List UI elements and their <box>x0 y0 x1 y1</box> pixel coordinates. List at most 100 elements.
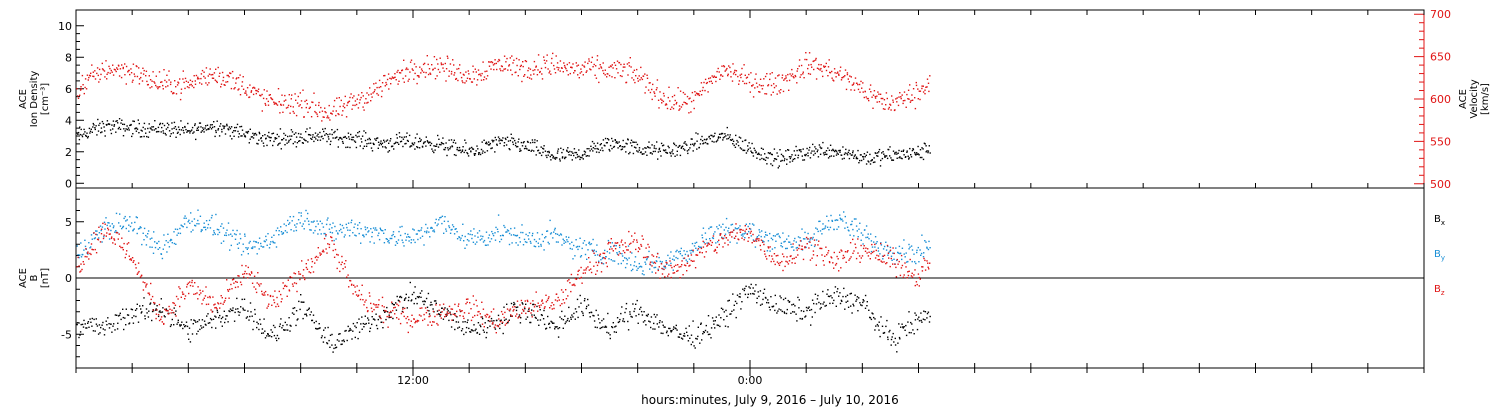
velocity-point <box>782 77 783 78</box>
bx-series-point <box>851 312 852 313</box>
ion-density-point <box>275 138 276 139</box>
bx-series-point <box>587 299 588 300</box>
ion-density-point <box>93 123 94 124</box>
velocity-point <box>270 94 271 95</box>
bx-series-point <box>748 294 749 295</box>
ion-density-point <box>409 135 410 136</box>
bz-series-point <box>268 304 269 305</box>
bx-series-point <box>748 286 749 287</box>
by-series-point <box>261 246 262 247</box>
ion-density-point <box>639 147 640 148</box>
bz-series-point <box>587 266 588 267</box>
bx-series-point <box>717 324 718 325</box>
bx-series-point <box>709 334 710 335</box>
ion-density-point <box>846 153 847 154</box>
velocity-point <box>647 78 648 79</box>
by-series-point <box>692 251 693 252</box>
bz-series-point <box>311 266 312 267</box>
ion-density-point <box>286 143 287 144</box>
ion-density-point <box>489 144 490 145</box>
bz-series-point <box>477 315 478 316</box>
density-label-line: ACE <box>18 89 29 109</box>
legend-by: By <box>1434 249 1445 262</box>
velocity-point <box>641 77 642 78</box>
bx-series-point <box>877 324 878 325</box>
by-series-point <box>521 224 522 225</box>
velocity-point <box>159 71 160 72</box>
velocity-point <box>785 75 786 76</box>
bx-series-point <box>368 319 369 320</box>
by-series-point <box>344 234 345 235</box>
by-series-point <box>508 230 509 231</box>
bx-series-point <box>116 315 117 316</box>
bz-series-point <box>498 326 499 327</box>
bx-series-point <box>914 333 915 334</box>
by-series-point <box>594 250 595 251</box>
ion-density-point <box>561 152 562 153</box>
ion-density-point <box>531 150 532 151</box>
ion-density-point <box>231 138 232 139</box>
bz-series-point <box>441 317 442 318</box>
bz-series-point <box>459 309 460 310</box>
by-series-point <box>556 241 557 242</box>
velocity-point <box>819 69 820 70</box>
velocity-point <box>728 65 729 66</box>
bx-series-point <box>289 330 290 331</box>
bz-series-point <box>583 269 584 270</box>
by-series-point <box>563 243 564 244</box>
bx-series-point <box>225 318 226 319</box>
ion-density-point <box>330 144 331 145</box>
ion-density-point <box>552 157 553 158</box>
bx-series-point <box>594 320 595 321</box>
ion-density-point <box>645 148 646 149</box>
velocity-point <box>174 80 175 81</box>
velocity-point <box>168 79 169 80</box>
bz-series-point <box>350 280 351 281</box>
by-series-point <box>689 258 690 259</box>
bx-series-point <box>645 324 646 325</box>
velocity-point <box>295 100 296 101</box>
by-series-point <box>757 236 758 237</box>
ion-density-point <box>687 153 688 154</box>
by-series-point <box>365 229 366 230</box>
ion-density-point <box>151 126 152 127</box>
bx-series-point <box>887 339 888 340</box>
bz-series-point <box>133 260 134 261</box>
ion-density-point <box>343 143 344 144</box>
bx-series-point <box>582 313 583 314</box>
bx-series-point <box>356 327 357 328</box>
velocity-point <box>140 77 141 78</box>
velocity-point <box>301 107 302 108</box>
velocity-point <box>418 75 419 76</box>
by-series-point <box>669 258 670 259</box>
bx-series-point <box>421 290 422 291</box>
velocity-point <box>505 68 506 69</box>
ion-density-point <box>192 127 193 128</box>
velocity-point <box>405 75 406 76</box>
velocity-point <box>289 113 290 114</box>
by-series-point <box>509 233 510 234</box>
velocity-point <box>589 60 590 61</box>
by-series-point <box>861 232 862 233</box>
ion-density-point <box>776 152 777 153</box>
ion-density-point <box>668 147 669 148</box>
bx-series-point <box>695 347 696 348</box>
bx-series-point <box>830 295 831 296</box>
bz-series-point <box>429 315 430 316</box>
bz-series-point <box>524 307 525 308</box>
by-series-point <box>673 255 674 256</box>
velocity-point <box>447 58 448 59</box>
ion-density-point <box>448 149 449 150</box>
velocity-point <box>689 98 690 99</box>
velocity-point <box>341 115 342 116</box>
by-series-point <box>876 243 877 244</box>
ion-density-point <box>741 148 742 149</box>
by-series-point <box>702 237 703 238</box>
ion-density-point <box>547 151 548 152</box>
velocity-point <box>873 95 874 96</box>
velocity-point <box>614 62 615 63</box>
velocity-point <box>214 72 215 73</box>
velocity-point <box>265 105 266 106</box>
by-series-point <box>823 228 824 229</box>
by-series-point <box>395 245 396 246</box>
